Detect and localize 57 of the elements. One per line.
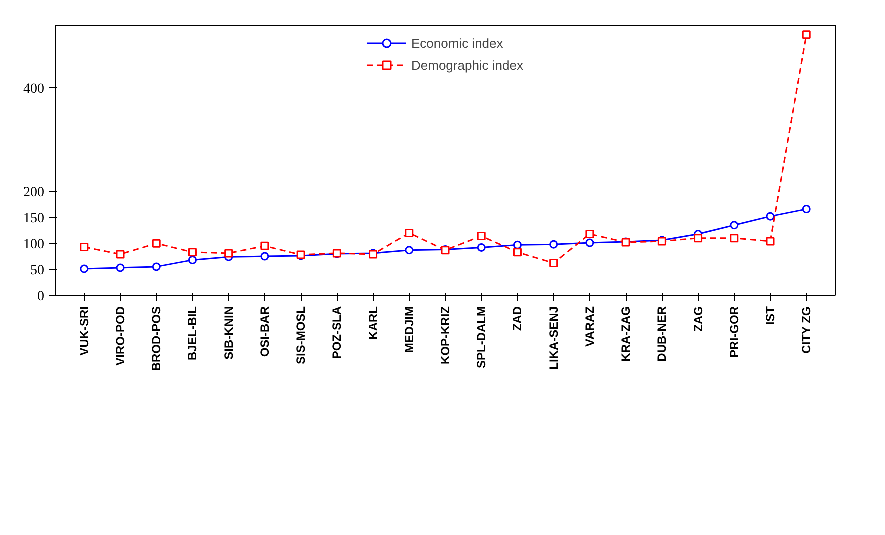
point xyxy=(513,240,522,250)
x-tick-label: VUK-SRI xyxy=(77,306,92,356)
point xyxy=(802,205,811,214)
point xyxy=(802,30,811,40)
y-tick-label: 400 xyxy=(24,82,44,97)
y-tick-label: 200 xyxy=(24,186,44,201)
x-tick-label: CITY ZG xyxy=(800,306,814,354)
point xyxy=(550,259,558,268)
point xyxy=(116,250,125,259)
y-tick-label: 150 xyxy=(24,212,44,227)
point xyxy=(477,243,486,252)
point xyxy=(260,242,270,250)
x-tick-label: OSI-BAR xyxy=(258,306,272,358)
legend-label: Demographic index xyxy=(411,58,524,72)
legend-label: Economic index xyxy=(411,36,504,50)
x-tick-label: POZ-SLA xyxy=(330,306,344,360)
point xyxy=(188,256,197,264)
x-tick-label: KRA-ZAG xyxy=(619,306,634,362)
y-tick-label: 0 xyxy=(38,290,44,304)
point xyxy=(477,232,486,241)
point xyxy=(766,212,775,221)
point xyxy=(730,234,739,243)
x-tick-label: KARL xyxy=(366,306,380,340)
x-tick-label: MEDJIM xyxy=(402,306,416,354)
x-tick-label: LIKA-SENJ xyxy=(546,306,561,370)
point xyxy=(586,230,594,238)
point xyxy=(766,237,775,246)
y-tick-label: 50 xyxy=(30,264,44,279)
point xyxy=(80,242,89,252)
x-tick-label: BJEL-BIL xyxy=(186,306,200,360)
point xyxy=(188,248,197,257)
point xyxy=(80,264,89,274)
x-tick-label: DUB-NER xyxy=(655,306,670,362)
x-tick-label: SPL-DALM xyxy=(474,306,489,368)
point xyxy=(513,248,522,257)
x-tick-label: ZAG xyxy=(691,306,706,332)
point xyxy=(152,239,161,248)
x-tick-label: SIB-KNIN xyxy=(222,306,236,360)
point xyxy=(730,221,739,230)
x-tick-label: IST xyxy=(764,306,778,326)
point xyxy=(152,262,161,272)
point xyxy=(260,252,270,261)
point xyxy=(550,240,558,249)
point xyxy=(694,234,703,243)
point xyxy=(586,238,594,248)
x-tick-label: VARAZ xyxy=(582,306,597,347)
point xyxy=(116,264,125,272)
x-tick-label: ZAD xyxy=(510,306,525,332)
x-tick-label: KOP-KRIZ xyxy=(438,306,452,364)
x-tick-label: BROD-POS xyxy=(150,306,164,372)
point xyxy=(405,228,414,238)
point xyxy=(405,246,414,255)
x-tick-label: PRI-GOR xyxy=(727,306,742,358)
point xyxy=(224,249,234,258)
x-tick-label: VIRO-POD xyxy=(114,306,128,366)
x-tick-label: SIS-MOSL xyxy=(294,306,308,364)
y-tick-label: 100 xyxy=(24,238,44,253)
